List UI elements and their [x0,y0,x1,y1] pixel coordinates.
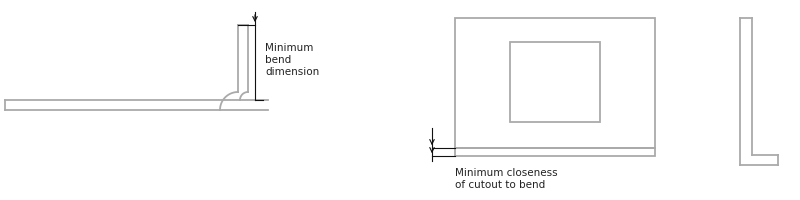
Bar [510,42,600,122]
Bar [455,148,655,156]
Text: Minimum
bend
dimension: Minimum bend dimension [265,43,319,77]
Text: Minimum closeness
of cutout to bend: Minimum closeness of cutout to bend [455,168,558,190]
Bar [455,18,655,148]
